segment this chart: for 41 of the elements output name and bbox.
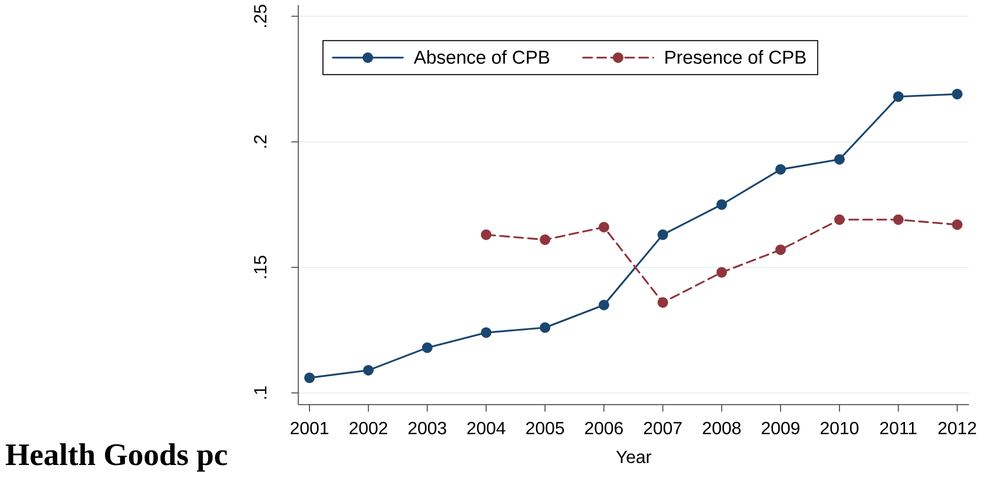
point xyxy=(716,267,727,278)
x-tick-label: 2005 xyxy=(526,422,564,434)
point xyxy=(952,88,962,100)
point xyxy=(775,244,786,256)
point xyxy=(952,219,962,230)
y-tick-label: .1 xyxy=(254,386,266,399)
x-tick-label: 2011 xyxy=(880,422,917,434)
point xyxy=(834,154,845,165)
x-tick-label: 2008 xyxy=(702,422,741,434)
x-tick-label: 2012 xyxy=(938,422,976,434)
x-tick-label: 2007 xyxy=(644,422,682,434)
x-tick-label: 2010 xyxy=(820,422,858,434)
point xyxy=(775,164,786,175)
y-tick-label: .25 xyxy=(254,4,267,27)
x-tick-label: 2003 xyxy=(408,422,446,434)
y-tick-label: .15 xyxy=(254,256,267,278)
legend-label: Absence of CPB xyxy=(414,50,550,64)
text: Health Goods pc xyxy=(6,443,228,472)
x-tick-label: 2001 xyxy=(290,422,328,434)
point xyxy=(540,322,550,333)
point xyxy=(304,372,315,384)
x-tick-label: 2004 xyxy=(467,422,506,434)
point xyxy=(658,229,668,240)
legend-label: Presence of CPB xyxy=(666,50,806,64)
point xyxy=(893,91,904,102)
point xyxy=(598,300,610,310)
x-axis-title: Year xyxy=(616,450,652,464)
point xyxy=(363,365,374,376)
x-tick-label: 2006 xyxy=(585,422,623,434)
point xyxy=(598,222,610,232)
y-tick-label: .2 xyxy=(254,135,266,148)
point xyxy=(422,342,433,353)
x-tick-label: 2009 xyxy=(762,422,800,434)
x-tick-label: 2002 xyxy=(350,422,388,434)
point xyxy=(658,297,668,308)
point xyxy=(480,229,492,240)
point xyxy=(540,234,550,245)
point xyxy=(716,199,727,210)
point xyxy=(893,214,904,225)
point xyxy=(834,214,845,225)
point xyxy=(480,327,492,338)
